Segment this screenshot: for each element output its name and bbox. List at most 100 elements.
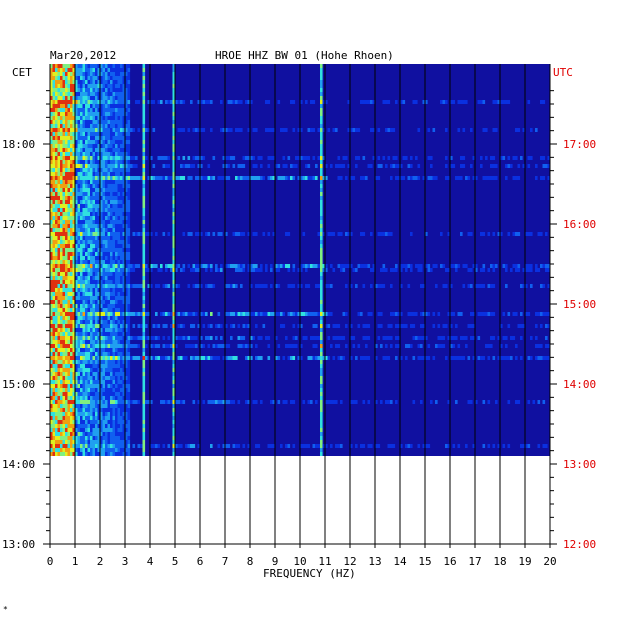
- heatmap-cell: [292, 444, 296, 448]
- heatmap-cell: [120, 452, 123, 456]
- heatmap-cell: [127, 448, 131, 452]
- heatmap-cell: [320, 272, 323, 276]
- heatmap-cell: [72, 212, 76, 216]
- heatmap-cell: [127, 300, 131, 304]
- heatmap-cell: [497, 336, 501, 340]
- heatmap-cell: [92, 124, 96, 128]
- heatmap-cell: [315, 324, 318, 328]
- heatmap-cell: [57, 124, 61, 128]
- heatmap-cell: [102, 256, 106, 260]
- heatmap-cell: [75, 88, 78, 92]
- heatmap-cell: [105, 448, 108, 452]
- heatmap-cell: [107, 396, 111, 400]
- heatmap-cell: [110, 72, 113, 76]
- heatmap-cell: [100, 444, 103, 448]
- heatmap-cell: [127, 368, 131, 372]
- heatmap-cell: [530, 268, 533, 272]
- heatmap-cell: [110, 452, 113, 456]
- heatmap-cell: [57, 216, 61, 220]
- heatmap-cell: [67, 136, 71, 140]
- heatmap-cell: [412, 336, 416, 340]
- heatmap-cell: [87, 444, 91, 448]
- heatmap-cell: [537, 356, 541, 360]
- heatmap-cell: [100, 124, 103, 128]
- heatmap-cell: [105, 336, 108, 340]
- heatmap-cell: [97, 348, 101, 352]
- heatmap-cell: [152, 336, 156, 340]
- heatmap-cell: [110, 240, 113, 244]
- heatmap-cell: [102, 116, 106, 120]
- heatmap-cell: [125, 176, 128, 180]
- heatmap-cell: [137, 128, 141, 132]
- heatmap-cell: [50, 124, 53, 128]
- heatmap-cell: [542, 264, 546, 268]
- heatmap-cell: [127, 208, 131, 212]
- heatmap-cell: [55, 64, 58, 68]
- heatmap-cell: [95, 168, 98, 172]
- heatmap-cell: [115, 392, 118, 396]
- heatmap-cell: [102, 376, 106, 380]
- heatmap-cell: [127, 152, 131, 156]
- heatmap-cell: [105, 428, 108, 432]
- heatmap-cell: [297, 324, 301, 328]
- heatmap-cell: [70, 68, 73, 72]
- heatmap-cell: [82, 244, 86, 248]
- heatmap-cell: [127, 444, 131, 448]
- heatmap-cell: [72, 416, 76, 420]
- heatmap-cell: [65, 284, 68, 288]
- heatmap-cell: [72, 184, 76, 188]
- heatmap-cell: [65, 200, 68, 204]
- heatmap-cell: [95, 240, 98, 244]
- heatmap-cell: [307, 264, 311, 268]
- heatmap-cell: [212, 400, 216, 404]
- heatmap-cell: [177, 176, 181, 180]
- heatmap-cell: [180, 312, 183, 316]
- heatmap-cell: [385, 100, 388, 104]
- heatmap-cell: [75, 208, 78, 212]
- heatmap-cell: [62, 108, 66, 112]
- heatmap-cell: [115, 452, 118, 456]
- heatmap-cell: [195, 312, 198, 316]
- heatmap-cell: [485, 312, 488, 316]
- heatmap-cell: [267, 128, 271, 132]
- heatmap-cell: [75, 188, 78, 192]
- heatmap-cell: [112, 312, 116, 316]
- heatmap-cell: [175, 268, 178, 272]
- heatmap-cell: [80, 192, 83, 196]
- heatmap-cell: [195, 284, 198, 288]
- heatmap-cell: [67, 148, 71, 152]
- heatmap-cell: [130, 156, 133, 160]
- heatmap-cell: [320, 196, 323, 200]
- heatmap-cell: [320, 232, 323, 236]
- heatmap-cell: [95, 148, 98, 152]
- heatmap-cell: [222, 176, 226, 180]
- heatmap-cell: [77, 200, 81, 204]
- heatmap-cell: [55, 120, 58, 124]
- heatmap-cell: [77, 168, 81, 172]
- heatmap-cell: [100, 260, 103, 264]
- heatmap-cell: [295, 164, 298, 168]
- heatmap-cell: [125, 200, 128, 204]
- heatmap-cell: [82, 208, 86, 212]
- heatmap-cell: [112, 304, 116, 308]
- heatmap-cell: [530, 356, 533, 360]
- heatmap-cell: [215, 268, 218, 272]
- heatmap-cell: [100, 392, 103, 396]
- heatmap-cell: [85, 332, 88, 336]
- heatmap-cell: [70, 64, 73, 68]
- heatmap-cell: [412, 400, 416, 404]
- heatmap-cell: [222, 356, 226, 360]
- heatmap-cell: [127, 384, 131, 388]
- heatmap-cell: [222, 344, 226, 348]
- heatmap-cell: [202, 264, 206, 268]
- heatmap-cell: [112, 332, 116, 336]
- heatmap-cell: [52, 436, 56, 440]
- heatmap-cell: [60, 432, 63, 436]
- heatmap-cell: [300, 312, 303, 316]
- heatmap-cell: [95, 272, 98, 276]
- heatmap-cell: [82, 228, 86, 232]
- heatmap-cell: [95, 192, 98, 196]
- heatmap-cell: [80, 200, 83, 204]
- heatmap-cell: [90, 356, 93, 360]
- heatmap-cell: [100, 452, 103, 456]
